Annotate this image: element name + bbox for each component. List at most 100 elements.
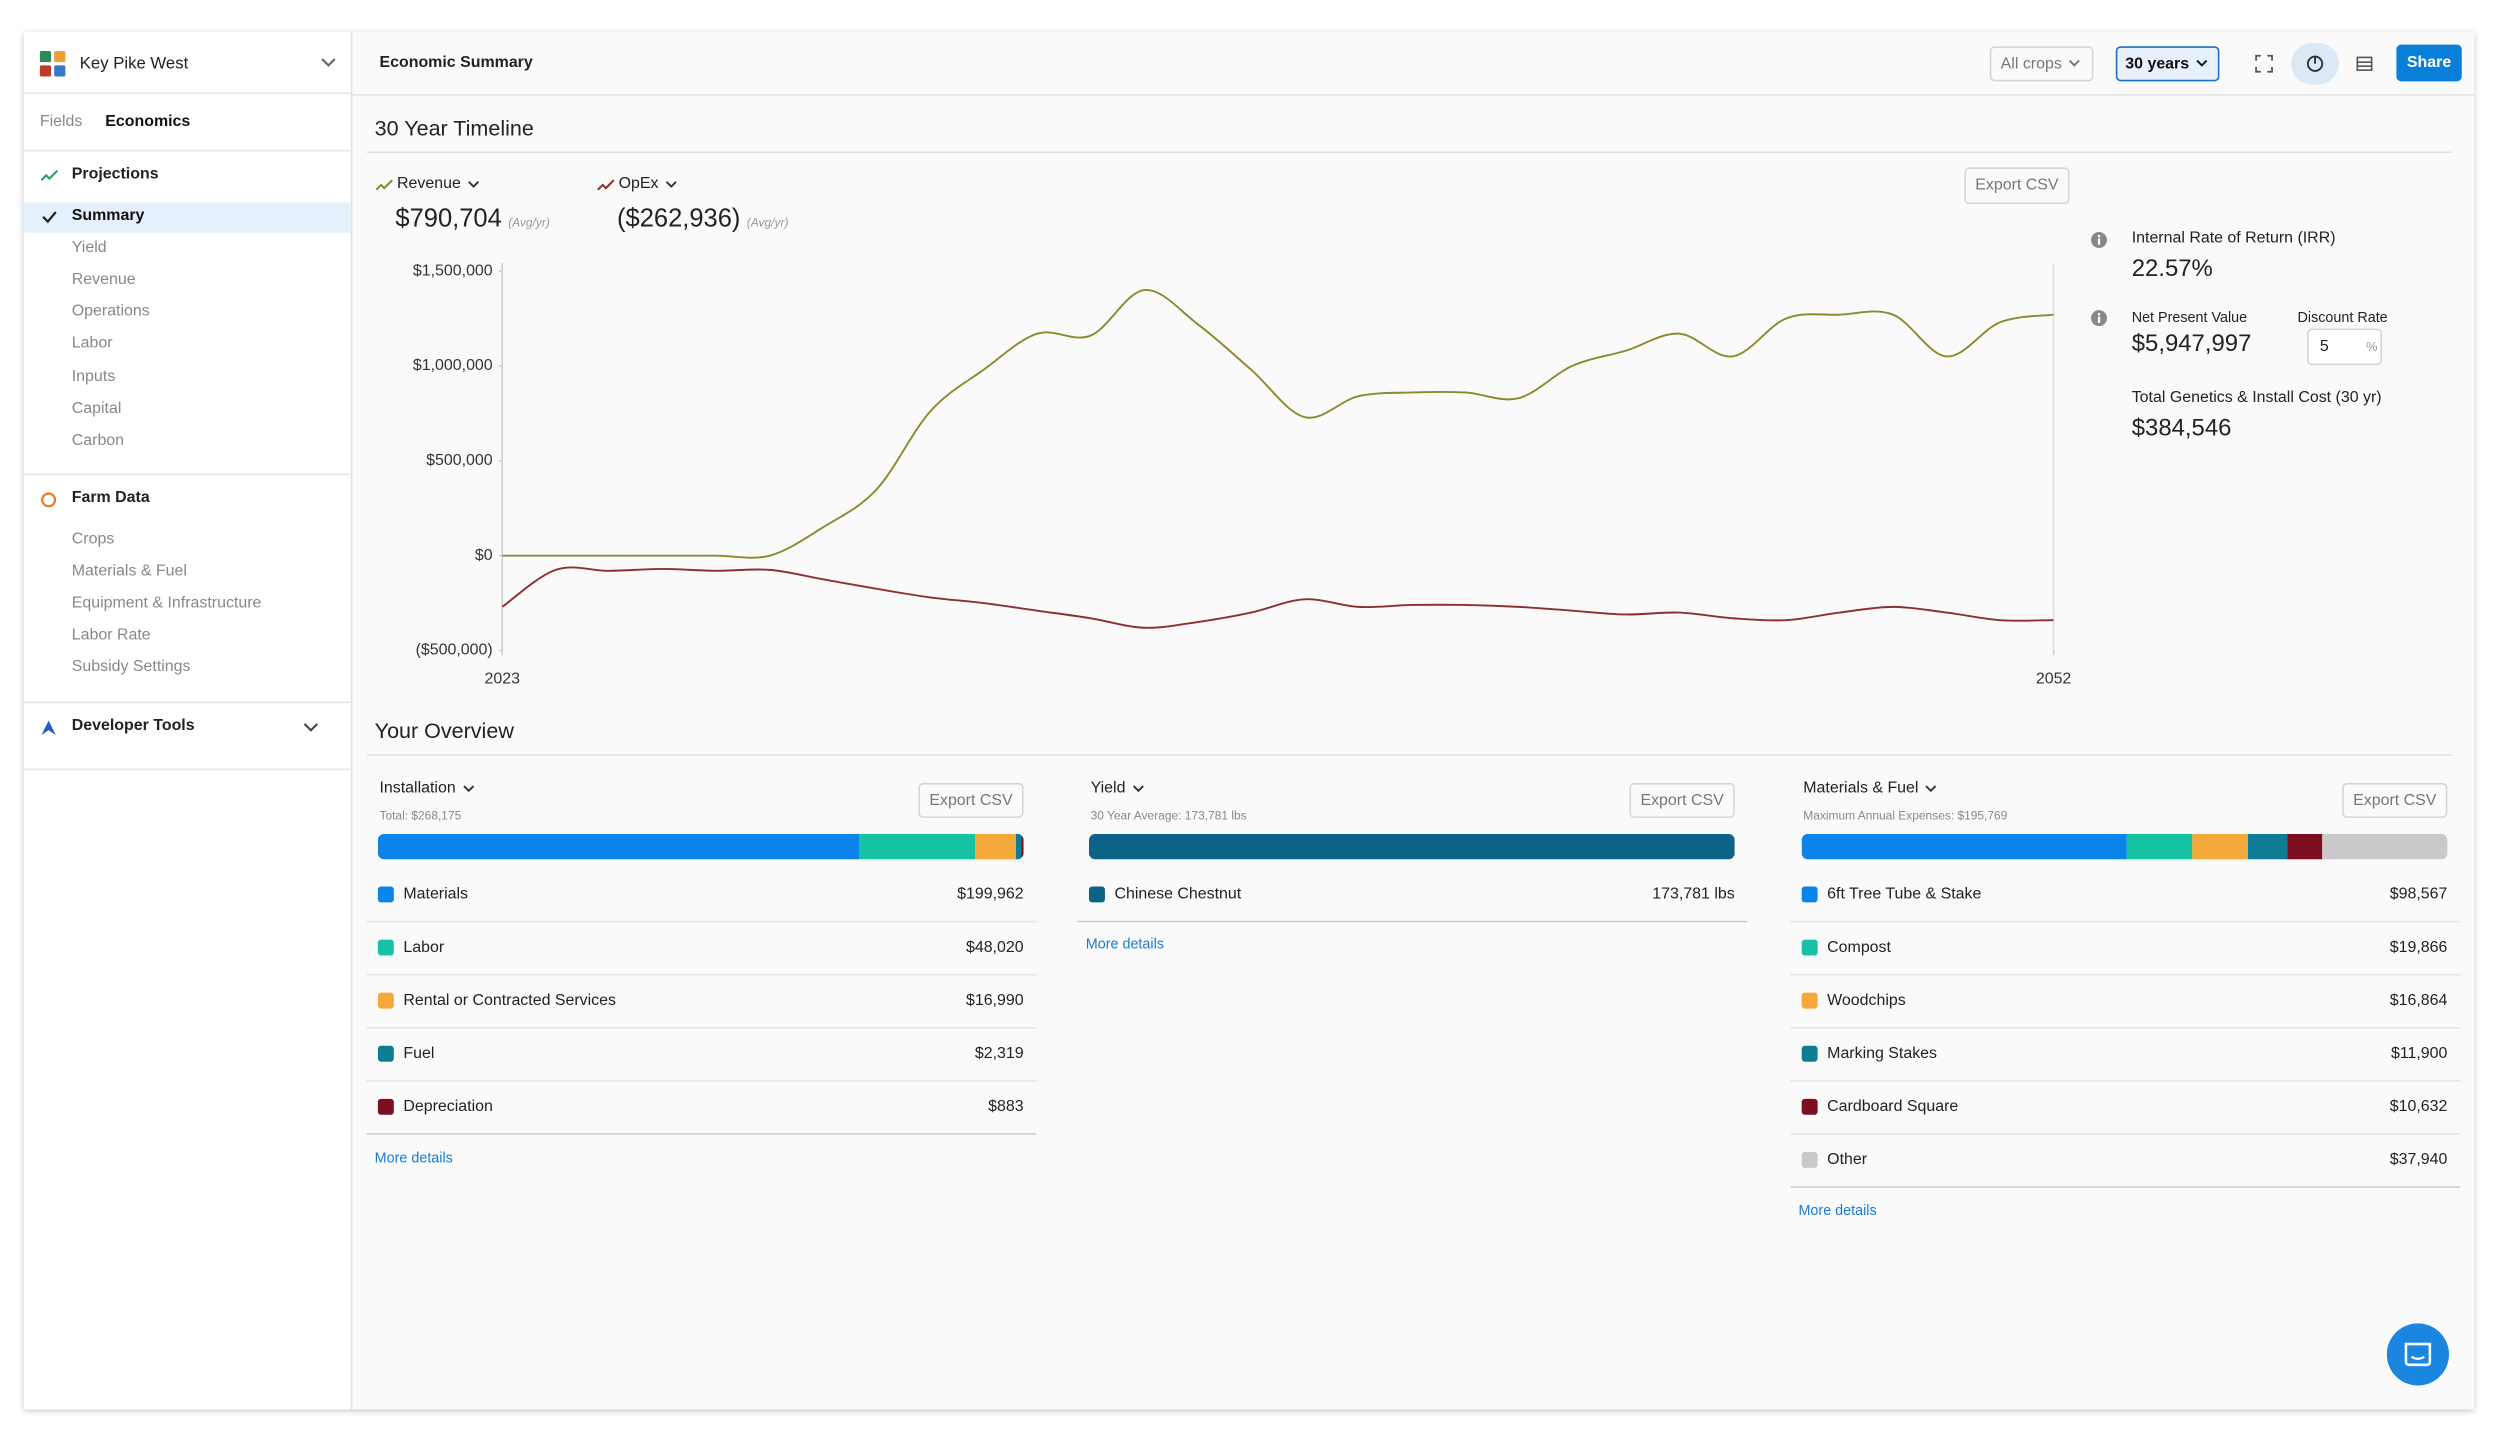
average-note: (Avg/yr) (508, 215, 550, 230)
chart-view-icon[interactable] (2291, 43, 2339, 85)
bar-segment (859, 833, 975, 860)
legend-swatch (1801, 1098, 1818, 1115)
chevron (462, 784, 474, 792)
panel-title-text: Yield (1090, 779, 1126, 798)
item-label: Woodchips (1827, 992, 1906, 1009)
page-title: Economic Summary (379, 54, 533, 72)
chevron (2196, 59, 2208, 67)
legend-swatch (1088, 886, 1105, 903)
chevron[interactable] (303, 721, 319, 734)
item-value: $16,864 (2390, 992, 2448, 1009)
export-button[interactable]: Export CSV (1964, 167, 2070, 205)
bar-segment (1021, 833, 1024, 860)
y-tick-label: $0 (475, 547, 493, 564)
farm-name[interactable]: Key Pike West (79, 54, 189, 74)
more-details-link[interactable]: More details (374, 1148, 453, 1165)
item-label: Rental or Contracted Services (403, 992, 616, 1009)
legend-label: OpEx (618, 175, 659, 193)
export-button[interactable]: Export CSV (918, 782, 1024, 818)
legend-swatch (1801, 886, 1818, 903)
sidebar-item[interactable]: Subsidy Settings (71, 659, 191, 677)
y-tick-label: $500,000 (426, 452, 493, 469)
bar-segment (1015, 833, 1022, 860)
panel-subtitle: Maximum Annual Expenses: $195,769 (1803, 808, 2008, 823)
legend-value-row: $790,704 (Avg/yr) (395, 206, 549, 235)
panel-title[interactable]: Yield (1090, 779, 1147, 798)
section-title: 30 Year Timeline (374, 116, 534, 141)
sidebar-item[interactable]: Labor (71, 335, 113, 353)
info-icon[interactable] (2090, 309, 2108, 327)
sidebar (23, 31, 353, 1410)
legend-label: Revenue (397, 175, 461, 193)
metric-label: Internal Rate of Return (IRR) (2131, 229, 2336, 248)
crop-filter[interactable]: All crops (1989, 46, 2094, 82)
metric-label: Total Genetics & Install Cost (30 yr) (2131, 389, 2382, 407)
sidebar-section-title[interactable]: Projections (71, 165, 159, 184)
sidebar-item[interactable]: Capital (71, 399, 122, 418)
sidebar-item[interactable]: Summary (71, 207, 145, 225)
series-line (502, 289, 2054, 559)
panel-title[interactable]: Materials & Fuel (1803, 779, 1939, 798)
chat-button[interactable] (2386, 1323, 2449, 1386)
y-tick-label: $1,500,000 (413, 262, 493, 279)
x-tick-label: 2023 (485, 670, 521, 687)
more-details-link[interactable]: More details (1798, 1201, 1877, 1218)
metric-value: 22.57% (2131, 255, 2213, 283)
expand-icon[interactable] (2253, 53, 2275, 75)
more-details-link[interactable]: More details (1085, 936, 1164, 953)
legend-entry[interactable]: Revenue (397, 175, 482, 193)
sidebar-item[interactable]: Carbon (71, 431, 125, 450)
sidebar-item[interactable]: Labor Rate (71, 627, 151, 645)
range-select[interactable]: 30 years (2115, 46, 2220, 82)
sidebar-tab[interactable]: Economics (105, 113, 191, 131)
item-label: Other (1827, 1151, 1868, 1168)
sidebar-item[interactable]: Operations (71, 303, 150, 321)
section-title: Your Overview (374, 719, 514, 743)
divider (23, 473, 351, 476)
legend-swatch (377, 939, 394, 956)
info-icon[interactable] (2090, 231, 2108, 249)
sidebar-item[interactable]: Materials & Fuel (71, 562, 187, 581)
legend-icon (375, 179, 393, 191)
sidebar-section-title[interactable]: Farm Data (71, 489, 150, 508)
app-window (23, 31, 2475, 1410)
discount-value: 5 (2319, 338, 2329, 356)
panel-subtitle: 30 Year Average: 173,781 lbs (1090, 808, 1247, 823)
farm-logo (39, 51, 66, 77)
item-label: Materials (403, 886, 468, 903)
divider (23, 149, 351, 152)
panel-subtitle: Total: $268,175 (379, 808, 462, 823)
legend-swatch (1801, 1151, 1818, 1168)
legend-entry[interactable]: OpEx (619, 175, 680, 193)
share-button[interactable]: Share (2396, 44, 2462, 82)
export-button[interactable]: Export CSV (2342, 782, 2448, 818)
sidebar-section-title[interactable]: Developer Tools (71, 717, 195, 736)
projections-icon (40, 169, 59, 181)
chevron (1132, 784, 1144, 792)
sidebar-tab[interactable]: Fields (39, 113, 83, 131)
legend-swatch (377, 886, 394, 903)
sidebar-item[interactable]: Crops (71, 530, 115, 549)
chevron[interactable] (320, 56, 336, 69)
discount-input[interactable]: 5 % (2307, 328, 2383, 366)
panel-title[interactable]: Installation (379, 780, 476, 797)
metric-label: Discount Rate (2297, 309, 2388, 326)
average-value: $790,704 (395, 205, 502, 233)
sidebar-item[interactable]: Yield (71, 239, 107, 257)
sidebar-item[interactable]: Inputs (71, 367, 116, 386)
table-view-icon[interactable] (2353, 53, 2375, 75)
legend-swatch (1801, 1045, 1818, 1062)
divider (366, 151, 2453, 154)
export-button[interactable]: Export CSV (1629, 782, 1735, 818)
sidebar-item[interactable]: Equipment & Infrastructure (71, 595, 262, 613)
item-value: $16,990 (966, 992, 1024, 1009)
selected-highlight (23, 202, 351, 233)
divider (366, 754, 2453, 756)
farm-data-icon (41, 492, 57, 508)
panel-title-text: Materials & Fuel (1803, 779, 1919, 798)
legend-swatch (1801, 939, 1818, 956)
sidebar-item[interactable]: Revenue (71, 271, 136, 289)
